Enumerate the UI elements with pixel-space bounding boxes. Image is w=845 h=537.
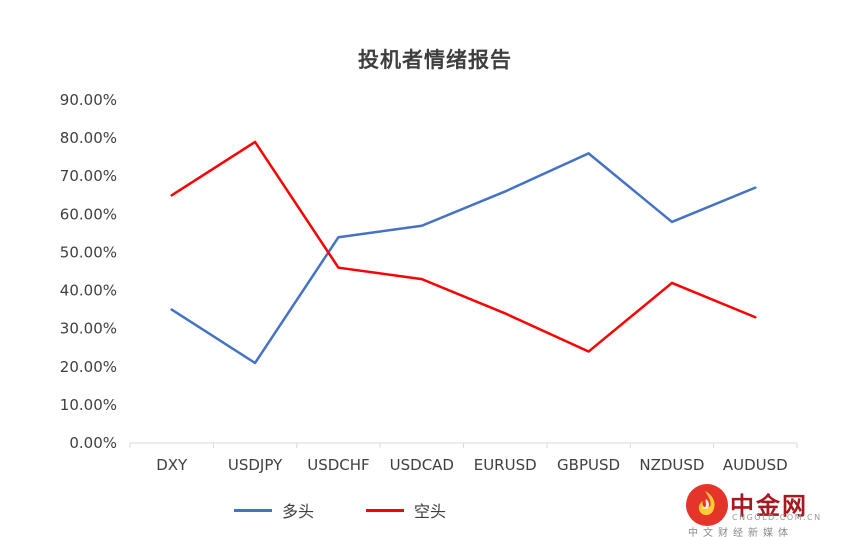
- cngold-watermark: 中金网 CNGOLD.COM.CN 中文财经新媒体: [682, 480, 842, 537]
- y-axis-tick-label: 20.00%: [60, 358, 117, 376]
- legend-label-shorts: 空头: [414, 502, 447, 521]
- x-axis-category-label: AUDUSD: [723, 456, 788, 474]
- x-axis-category-label: USDCAD: [390, 456, 454, 474]
- x-axis-category-label: USDJPY: [228, 456, 283, 474]
- x-axis-category-label: EURUSD: [474, 456, 537, 474]
- y-axis-tick-label: 10.00%: [60, 396, 117, 414]
- y-axis-tick-label: 50.00%: [60, 243, 117, 261]
- legend-item-shorts: 空头: [366, 498, 446, 522]
- x-axis-category-label: NZDUSD: [639, 456, 704, 474]
- chart-title: 投机者情绪报告: [358, 48, 512, 72]
- legend-item-longs: 多头: [233, 498, 314, 522]
- y-axis-tick-label: 60.00%: [60, 205, 117, 223]
- x-axis-category-label: DXY: [156, 456, 188, 474]
- series-line-1: [170, 140, 757, 353]
- legend-label-longs: 多头: [281, 502, 314, 521]
- y-axis-tick-label: 80.00%: [60, 129, 117, 147]
- y-axis-tick-label: 70.00%: [60, 167, 117, 185]
- chart-legend: 多头 空头: [0, 498, 680, 522]
- watermark-tagline: 中文财经新媒体: [688, 528, 793, 537]
- watermark-brand: 中金网: [730, 492, 808, 520]
- cngold-flame-icon: [686, 484, 728, 526]
- y-axis-tick-label: 0.00%: [69, 434, 117, 452]
- watermark-domain: CNGOLD.COM.CN: [732, 513, 822, 522]
- legend-line-shorts-icon: [366, 508, 404, 512]
- y-axis-tick-label: 30.00%: [60, 320, 117, 338]
- legend-line-longs-icon: [233, 508, 272, 512]
- y-axis-tick-label: 40.00%: [60, 282, 117, 300]
- x-axis-category-label: GBPUSD: [557, 456, 620, 474]
- x-axis-category-label: USDCHF: [307, 456, 369, 474]
- series-line-0: [170, 152, 757, 365]
- y-axis-tick-label: 90.00%: [60, 91, 117, 109]
